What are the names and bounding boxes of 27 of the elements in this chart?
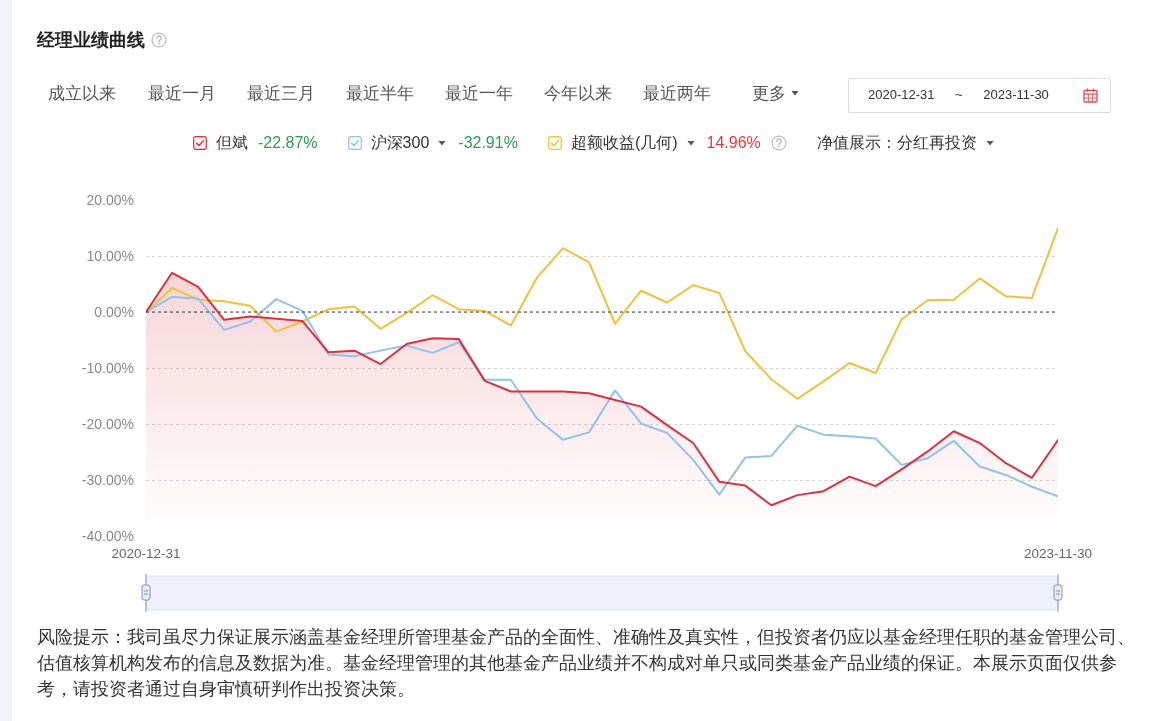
text: 净值展示：分红再投资 [816,133,977,153]
text: 今年以来 [544,83,612,104]
text: 风险提示：我司虽尽力保证展示涵盖基金经理所管理基金产品的全面性、准确性及真实性，但投资者仍应以基金经理任职的基金管理公司、估值核算机构发布的信息及数据为准。基金经理管理的其他基金产品业绩并不构成对单只或同类基金产品业绩的保证。本展示页面仅供参考，请投资者通过自身审慎研判作出投资决策。 [37,626,1136,701]
text: 最近两年 [643,83,711,104]
x-tick-label: 2020-12-31 [111,545,181,561]
x-tick-label: 2023-11-30 [1023,545,1093,561]
text: -32.91% [458,133,518,153]
text: 14.96% [706,133,761,153]
legend-label: 沪深300 [370,133,430,153]
y-tick-label: -30.00% [81,471,134,488]
text: 成立以来 [48,83,116,104]
y-tick-label: 20.00% [86,191,134,208]
legend-label: 但斌 [216,133,248,153]
text: 更多 [752,83,786,104]
y-tick-label: 10.00% [86,247,134,264]
y-tick-label: -40.00% [81,527,134,544]
text: 2020-12-31 ~ 2023-11-30 [868,86,1049,104]
text: 最近一年 [445,83,513,104]
text: -22.87% [258,133,318,153]
text: 最近半年 [346,83,414,104]
text: 最近三月 [247,83,315,104]
y-tick-label: -10.00% [81,359,134,376]
y-tick-label: -20.00% [81,415,134,432]
legend-label: 超额收益(几何) [570,133,678,153]
y-tick-label: 0.00% [94,303,134,320]
chart-title: 经理业绩曲线 [37,29,145,51]
text: 最近一月 [148,83,216,104]
